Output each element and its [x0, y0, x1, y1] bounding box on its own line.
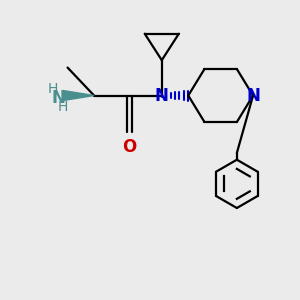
- Text: N: N: [51, 89, 65, 107]
- Text: H: H: [48, 82, 58, 96]
- Text: N: N: [247, 86, 261, 104]
- Text: N: N: [155, 86, 169, 104]
- Text: H: H: [58, 100, 68, 114]
- Polygon shape: [63, 91, 94, 100]
- Text: O: O: [122, 138, 136, 156]
